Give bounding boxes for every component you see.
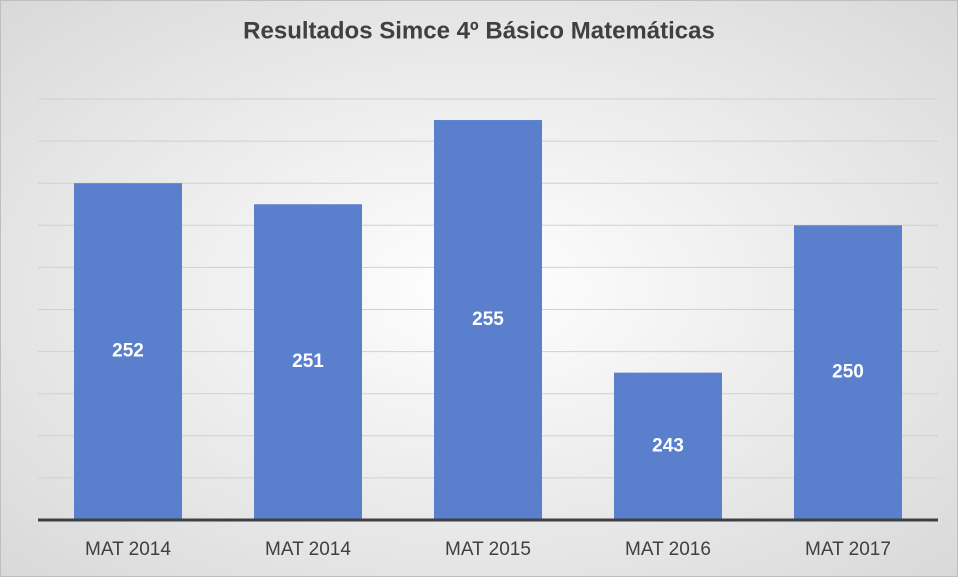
bar [74, 183, 182, 520]
data-label: 250 [832, 362, 864, 383]
data-label: 251 [292, 351, 324, 372]
chart-title: Resultados Simce 4º Básico Matemáticas [243, 17, 715, 44]
data-label: 255 [472, 309, 504, 330]
bar [254, 204, 362, 520]
x-tick-label: MAT 2014 [85, 539, 171, 560]
x-tick-label: MAT 2017 [805, 539, 891, 560]
x-tick-label: MAT 2016 [625, 539, 711, 560]
x-tick-label: MAT 2015 [445, 539, 531, 560]
bar [794, 225, 902, 521]
x-tick-label: MAT 2014 [265, 539, 351, 560]
bar [434, 120, 542, 521]
data-label: 243 [652, 435, 684, 456]
bar [614, 372, 722, 520]
data-label: 252 [112, 341, 144, 362]
